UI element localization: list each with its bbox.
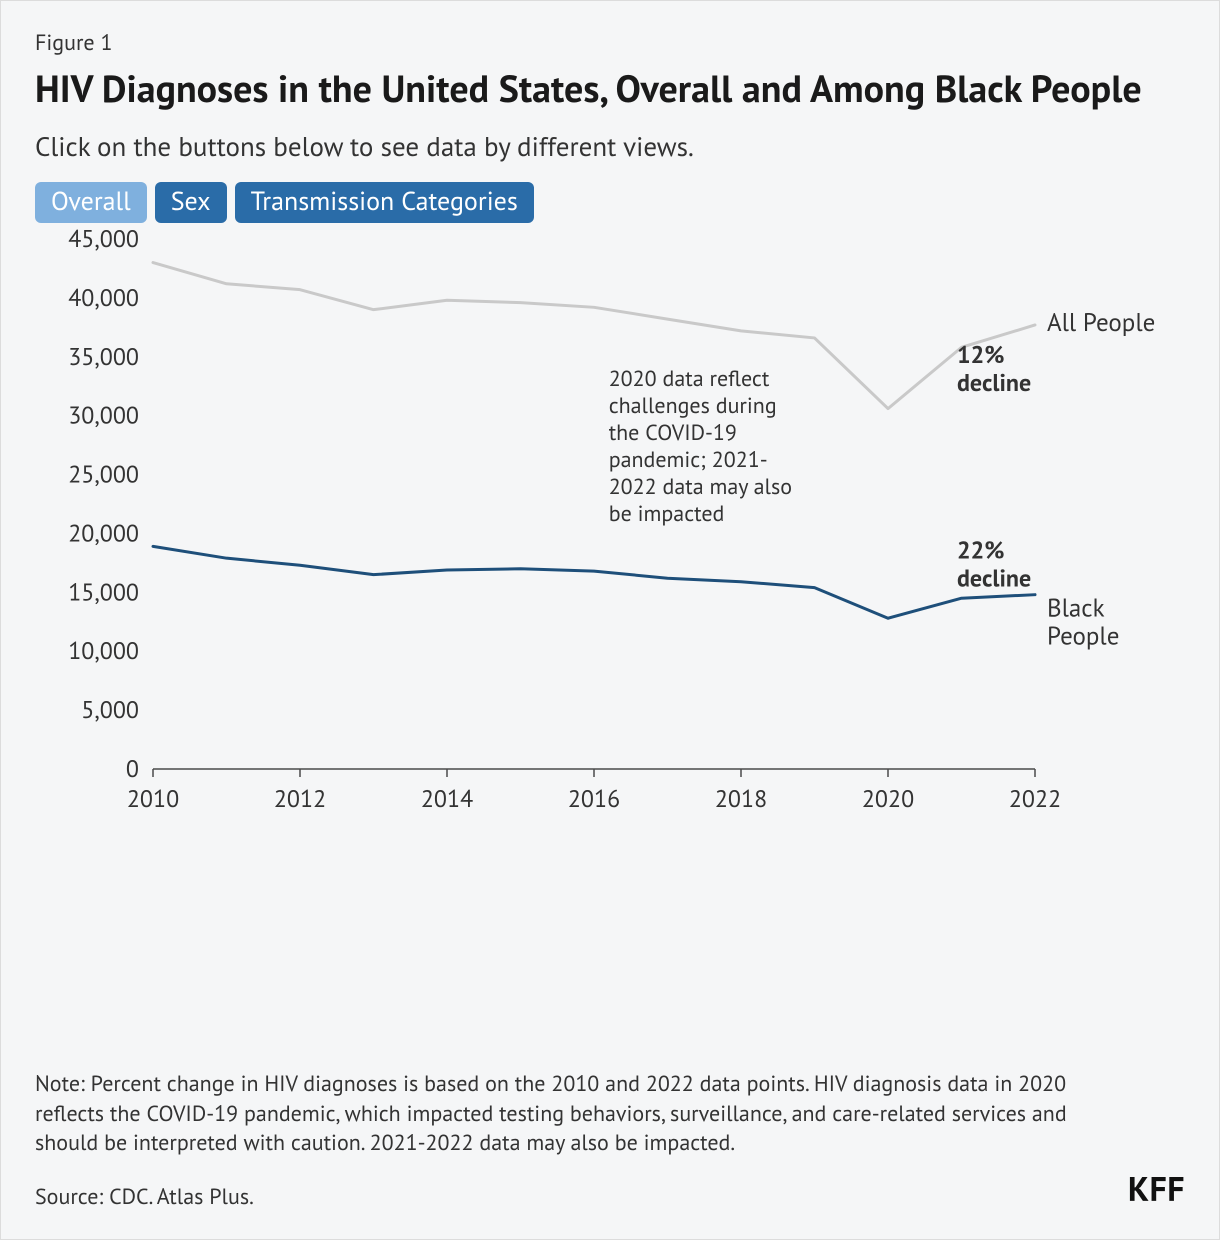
figure-footer: Note: Percent change in HIV diagnoses is…	[35, 1070, 1185, 1211]
covid-annotation: challenges during	[609, 392, 777, 420]
y-tick-label: 0	[126, 753, 139, 784]
y-tick-label: 45,000	[68, 229, 139, 254]
covid-annotation: pandemic; 2021-	[609, 446, 768, 474]
y-tick-label: 40,000	[68, 282, 139, 313]
y-tick-label: 25,000	[68, 459, 139, 490]
covid-annotation: 2020 data reflect	[609, 365, 770, 393]
tab-sex[interactable]: Sex	[155, 182, 227, 223]
x-tick-label: 2012	[274, 783, 326, 814]
y-tick-label: 5,000	[81, 694, 139, 725]
series-label: All People	[1047, 306, 1155, 338]
series-label: People	[1047, 620, 1119, 652]
y-tick-label: 20,000	[68, 517, 139, 548]
decline-label: 22%	[957, 535, 1004, 566]
figure-label: Figure 1	[35, 29, 1185, 57]
covid-annotation: the COVID-19	[609, 419, 737, 447]
covid-annotation: be impacted	[609, 500, 725, 528]
y-tick-label: 10,000	[68, 635, 139, 666]
source-text: Source: CDC. Atlas Plus.	[35, 1183, 254, 1211]
kff-logo: KFF	[1128, 1167, 1185, 1211]
y-tick-label: 15,000	[68, 576, 139, 607]
x-tick-label: 2016	[568, 783, 620, 814]
x-tick-label: 2022	[1009, 783, 1061, 814]
y-tick-label: 30,000	[68, 400, 139, 431]
decline-label: 12%	[957, 339, 1004, 370]
decline-label: decline	[957, 367, 1031, 398]
series-line-all-people	[153, 263, 1035, 409]
footnote: Note: Percent change in HIV diagnoses is…	[35, 1070, 1095, 1159]
x-tick-label: 2010	[127, 783, 179, 814]
x-tick-label: 2014	[421, 783, 473, 814]
tab-overall[interactable]: Overall	[35, 182, 147, 223]
x-tick-label: 2020	[862, 783, 914, 814]
line-chart: 0 5,000 10,000 15,000 20,000 25,000 30,000 35,0…	[35, 229, 1185, 849]
chart-subtitle: Click on the buttons below to see data b…	[35, 130, 1185, 164]
figure-frame: Figure 1 HIV Diagnoses in the United Sta…	[0, 0, 1220, 1240]
series-line-black-people	[153, 546, 1035, 618]
x-tick-label: 2018	[715, 783, 767, 814]
tab-transmission-categories[interactable]: Transmission Categories	[235, 182, 534, 223]
covid-annotation: 2022 data may also	[609, 473, 792, 501]
y-tick-label: 35,000	[68, 341, 139, 372]
chart-title: HIV Diagnoses in the United States, Over…	[35, 67, 1185, 112]
decline-label: decline	[957, 563, 1031, 594]
view-tabs: OverallSexTransmission Categories	[35, 182, 1185, 223]
